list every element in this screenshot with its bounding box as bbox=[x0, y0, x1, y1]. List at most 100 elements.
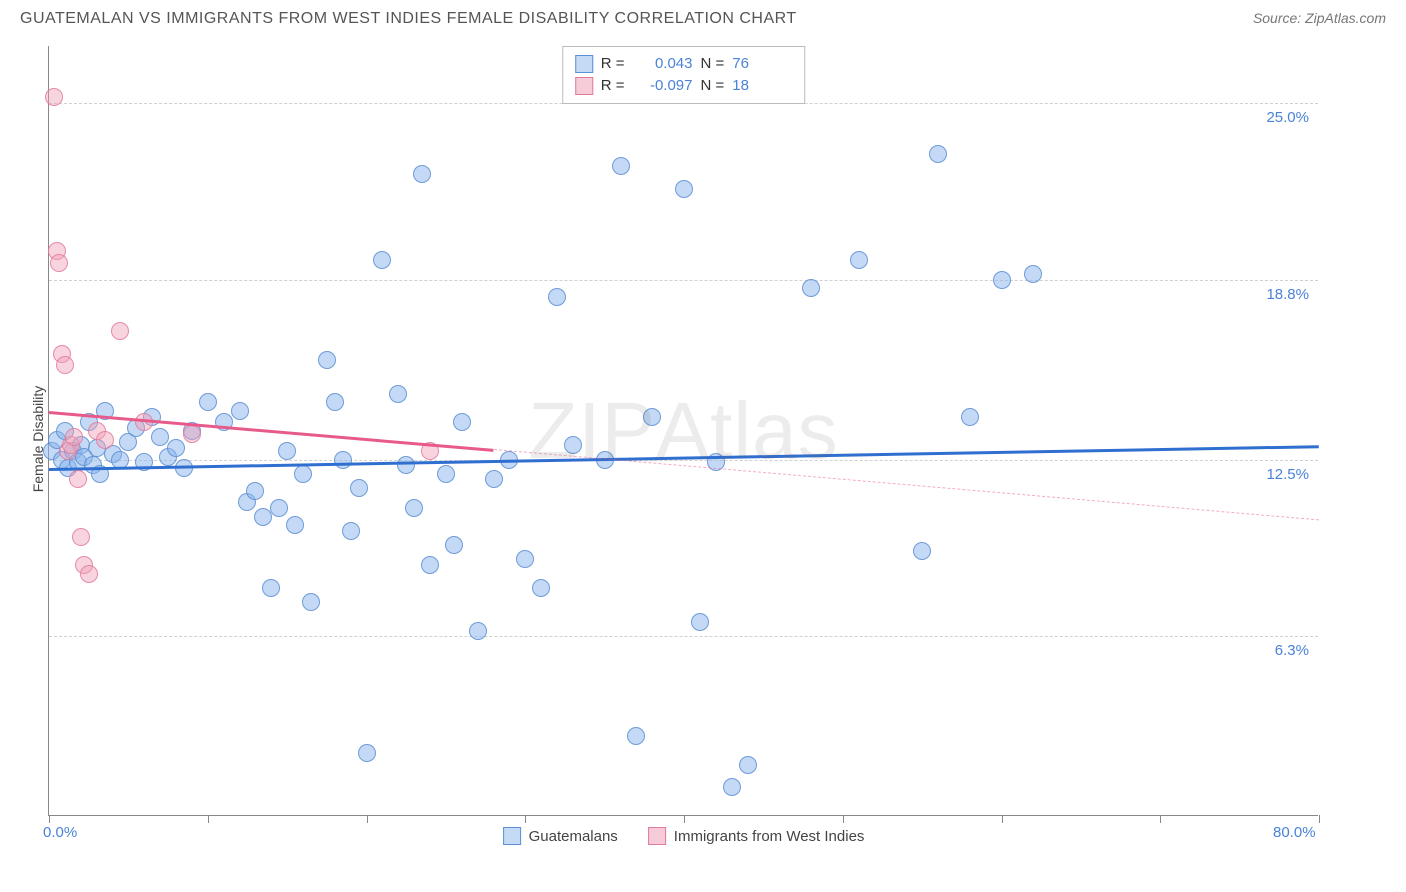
series-legend: Guatemalans Immigrants from West Indies bbox=[503, 827, 865, 845]
scatter-point bbox=[929, 145, 947, 163]
legend-series-label: Guatemalans bbox=[529, 828, 618, 845]
n-label: N = bbox=[701, 75, 725, 97]
legend-swatch bbox=[575, 55, 593, 73]
x-tick bbox=[684, 815, 685, 823]
scatter-point bbox=[627, 727, 645, 745]
scatter-point bbox=[453, 413, 471, 431]
scatter-point bbox=[69, 470, 87, 488]
y-tick-label: 12.5% bbox=[1249, 466, 1309, 483]
n-value: 76 bbox=[732, 53, 792, 75]
source-prefix: Source: bbox=[1253, 10, 1305, 26]
legend-stat-row: R =0.043N =76 bbox=[575, 53, 793, 75]
x-tick bbox=[843, 815, 844, 823]
y-tick-label: 25.0% bbox=[1249, 109, 1309, 126]
scatter-point bbox=[548, 288, 566, 306]
legend-swatch bbox=[503, 827, 521, 845]
scatter-point bbox=[485, 470, 503, 488]
scatter-point bbox=[612, 157, 630, 175]
source-attribution: Source: ZipAtlas.com bbox=[1253, 10, 1386, 26]
scatter-point bbox=[405, 499, 423, 517]
scatter-point bbox=[675, 180, 693, 198]
scatter-point bbox=[389, 385, 407, 403]
scatter-point bbox=[262, 579, 280, 597]
scatter-point bbox=[199, 393, 217, 411]
scatter-point bbox=[135, 413, 153, 431]
scatter-point bbox=[151, 428, 169, 446]
scatter-point bbox=[326, 393, 344, 411]
scatter-point bbox=[397, 456, 415, 474]
scatter-point bbox=[564, 436, 582, 454]
scatter-point bbox=[739, 756, 757, 774]
x-tick bbox=[208, 815, 209, 823]
scatter-point bbox=[350, 479, 368, 497]
scatter-point bbox=[167, 439, 185, 457]
scatter-point bbox=[691, 613, 709, 631]
scatter-point bbox=[723, 778, 741, 796]
legend-swatch bbox=[648, 827, 666, 845]
scatter-point bbox=[445, 536, 463, 554]
x-tick bbox=[1002, 815, 1003, 823]
grid-line-horizontal bbox=[49, 460, 1318, 461]
scatter-point bbox=[413, 165, 431, 183]
scatter-point bbox=[65, 428, 83, 446]
y-tick-label: 6.3% bbox=[1249, 642, 1309, 659]
x-tick-label: 80.0% bbox=[1273, 824, 1316, 841]
scatter-point bbox=[993, 271, 1011, 289]
plot-area: ZIPAtlas R =0.043N =76R =-0.097N =18 Gua… bbox=[48, 46, 1318, 816]
scatter-point bbox=[358, 744, 376, 762]
x-tick-label: 0.0% bbox=[43, 824, 77, 841]
legend-series-label: Immigrants from West Indies bbox=[674, 828, 865, 845]
y-axis-label: Female Disability bbox=[30, 379, 46, 499]
scatter-point bbox=[437, 465, 455, 483]
scatter-point bbox=[961, 408, 979, 426]
r-value: -0.097 bbox=[633, 75, 693, 97]
scatter-point bbox=[850, 251, 868, 269]
scatter-point bbox=[96, 431, 114, 449]
x-tick bbox=[525, 815, 526, 823]
scatter-point bbox=[45, 88, 63, 106]
scatter-point bbox=[302, 593, 320, 611]
x-tick bbox=[1319, 815, 1320, 823]
scatter-point bbox=[72, 528, 90, 546]
chart-container: Female Disability ZIPAtlas R =0.043N =76… bbox=[48, 46, 1386, 842]
scatter-point bbox=[183, 425, 201, 443]
scatter-point bbox=[469, 622, 487, 640]
scatter-point bbox=[532, 579, 550, 597]
scatter-point bbox=[318, 351, 336, 369]
scatter-point bbox=[294, 465, 312, 483]
n-value: 18 bbox=[732, 75, 792, 97]
r-label: R = bbox=[601, 75, 625, 97]
y-tick-label: 18.8% bbox=[1249, 286, 1309, 303]
chart-title: GUATEMALAN VS IMMIGRANTS FROM WEST INDIE… bbox=[20, 10, 797, 28]
scatter-point bbox=[231, 402, 249, 420]
scatter-point bbox=[56, 356, 74, 374]
legend-swatch bbox=[575, 77, 593, 95]
x-tick bbox=[367, 815, 368, 823]
scatter-point bbox=[913, 542, 931, 560]
scatter-point bbox=[516, 550, 534, 568]
scatter-point bbox=[373, 251, 391, 269]
scatter-point bbox=[50, 254, 68, 272]
scatter-point bbox=[1024, 265, 1042, 283]
trend-line bbox=[49, 445, 1319, 471]
watermark: ZIPAtlas bbox=[528, 385, 838, 477]
x-tick bbox=[49, 815, 50, 823]
scatter-point bbox=[278, 442, 296, 460]
scatter-point bbox=[421, 556, 439, 574]
scatter-point bbox=[286, 516, 304, 534]
scatter-point bbox=[111, 322, 129, 340]
grid-line-horizontal bbox=[49, 636, 1318, 637]
r-value: 0.043 bbox=[633, 53, 693, 75]
scatter-point bbox=[802, 279, 820, 297]
x-tick bbox=[1160, 815, 1161, 823]
legend-stat-row: R = -0.097 N = 18 bbox=[575, 75, 793, 97]
scatter-point bbox=[342, 522, 360, 540]
source-name: ZipAtlas.com bbox=[1305, 10, 1386, 26]
legend-series-item: Immigrants from West Indies bbox=[648, 827, 865, 845]
r-label: R = bbox=[601, 53, 625, 75]
grid-line-horizontal bbox=[49, 280, 1318, 281]
scatter-point bbox=[80, 565, 98, 583]
correlation-legend: R = 0.043 N = 76R = -0.097 N = 18 bbox=[562, 46, 806, 104]
scatter-point bbox=[643, 408, 661, 426]
legend-series-item: Guatemalans bbox=[503, 827, 618, 845]
